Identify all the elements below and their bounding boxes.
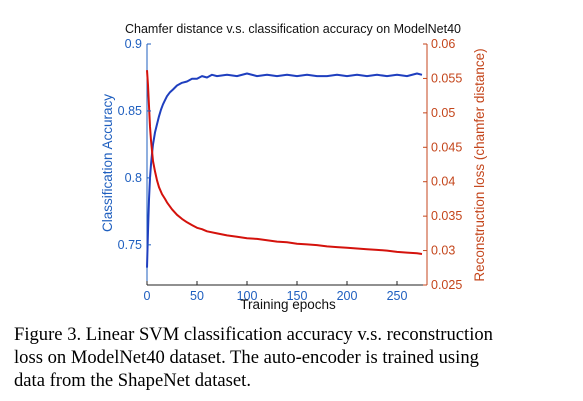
y-right-tick-label: 0.025 xyxy=(431,278,462,292)
series-line-classification-accuracy xyxy=(146,72,423,268)
y-right-tick-label: 0.035 xyxy=(431,209,462,223)
x-tick-label: 200 xyxy=(337,289,358,303)
caption-line-2: loss on ModelNet40 dataset. The auto-enc… xyxy=(14,347,479,368)
y-left-tick-label: 0.8 xyxy=(125,171,142,185)
chart-title: Chamfer distance v.s. classification acc… xyxy=(125,22,461,36)
ticks-layer: 0 50 100 150 200 250 0.75 0.8 0.85 0.9 0.025 0.03 0.… xyxy=(118,37,463,303)
y-left-tick-label: 0.9 xyxy=(125,37,142,51)
y-left-tick-label: 0.75 xyxy=(118,238,142,252)
x-tick-label: 250 xyxy=(387,289,408,303)
y-right-tick-label: 0.05 xyxy=(431,106,455,120)
y-right-tick-label: 0.03 xyxy=(431,244,455,258)
y-right-tick-label: 0.045 xyxy=(431,140,462,154)
y-left-tick-label: 0.85 xyxy=(118,104,142,118)
x-tick-label: 150 xyxy=(287,289,308,303)
chart: Chamfer distance v.s. classification acc… xyxy=(100,22,487,312)
y-right-tick-label: 0.055 xyxy=(431,71,462,85)
x-axis-label: Training epochs xyxy=(240,297,336,312)
caption-line-3: data from the ShapeNet dataset. xyxy=(14,370,251,391)
y-right-tick-label: 0.06 xyxy=(431,37,455,51)
y-right-tick-label: 0.04 xyxy=(431,175,455,189)
x-tick-label: 100 xyxy=(237,289,258,303)
y-axis-left-label: Classification Accuracy xyxy=(100,94,115,232)
figure-caption: Figure 3. Linear SVM classification accu… xyxy=(14,323,570,392)
series-line-reconstruction-loss xyxy=(146,70,423,255)
caption-line-1: Figure 3. Linear SVM classification accu… xyxy=(14,324,493,345)
x-tick-label: 50 xyxy=(190,289,204,303)
y-axis-right-label: Reconstruction loss (chamfer distance) xyxy=(472,48,487,281)
series-layer xyxy=(146,70,423,268)
x-tick-label: 0 xyxy=(144,289,151,303)
